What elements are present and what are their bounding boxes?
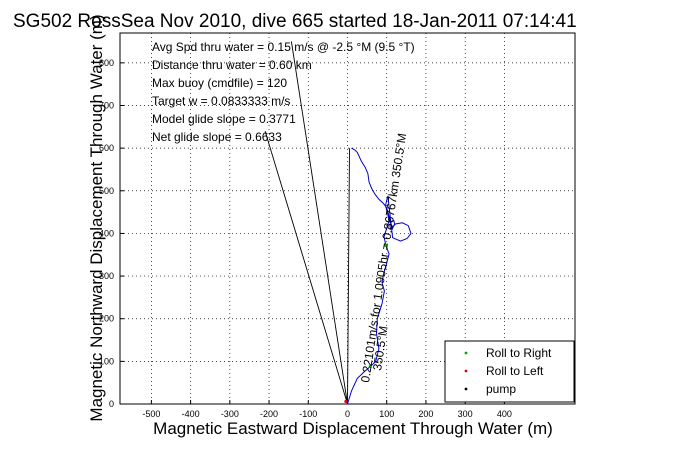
legend-marker-roll-left xyxy=(464,369,468,373)
x-tick-label: -200 xyxy=(260,409,278,419)
y-tick-label: 400 xyxy=(99,228,114,238)
chart-series xyxy=(264,41,412,405)
y-tick-label: 0 xyxy=(109,399,114,409)
y-tick-label: 700 xyxy=(99,100,114,110)
x-tick-label: -300 xyxy=(221,409,239,419)
annotation-avg-speed: Avg Spd thru water = 0.15 m/s @ -2.5 °M … xyxy=(152,40,415,54)
legend-marker-pump xyxy=(464,387,468,391)
annotation-target-w: Target w = 0.0833333 m/s xyxy=(152,94,290,108)
legend-label-pump: pump xyxy=(486,382,516,396)
annotation-net-glide: Net glide slope = 0.6633 xyxy=(152,130,282,144)
legend-label-roll-left: Roll to Left xyxy=(486,364,544,378)
vector-heading-label: 350.5°M xyxy=(370,325,390,371)
y-tick-label: 600 xyxy=(99,143,114,153)
y-tick-label: 800 xyxy=(99,58,114,68)
annotation-model-glide: Model glide slope = 0.3771 xyxy=(152,112,296,126)
x-tick-label: 200 xyxy=(418,409,433,419)
roll-left-marker xyxy=(344,399,348,404)
x-tick-label: -500 xyxy=(142,409,160,419)
y-tick-labels: 0 100 200 300 400 500 600 700 800 xyxy=(99,58,114,409)
dive-track-line xyxy=(347,147,412,405)
legend-marker-roll-right xyxy=(464,351,468,355)
stats-annotations: Avg Spd thru water = 0.15 m/s @ -2.5 °M … xyxy=(152,40,415,144)
x-tick-label: -400 xyxy=(182,409,200,419)
x-axis-label: Magnetic Eastward Displacement Through W… xyxy=(153,419,553,438)
y-tick-label: 500 xyxy=(99,186,114,196)
x-tick-label: 300 xyxy=(458,409,473,419)
net-displacement-vector-line xyxy=(264,130,348,405)
x-tick-label: 400 xyxy=(497,409,512,419)
heading-vector-line xyxy=(290,41,348,405)
x-tick-label: 100 xyxy=(379,409,394,419)
chart-title: SG502 RossSea Nov 2010, dive 665 started… xyxy=(13,11,577,32)
annotation-distance: Distance thru water = 0.60 km xyxy=(152,58,312,72)
y-tick-label: 100 xyxy=(99,356,114,366)
y-tick-label: 300 xyxy=(99,271,114,281)
legend: Roll to Right Roll to Left pump xyxy=(444,340,575,403)
roll-right-marker xyxy=(368,364,372,369)
plot-frame xyxy=(119,32,576,405)
x-tick-label: 0 xyxy=(345,409,350,419)
annotation-max-buoy: Max buoy (cmdfile) = 120 xyxy=(152,76,287,90)
y-tick-label: 200 xyxy=(99,314,114,324)
y-axis-label: Magnetic Northward Displacement Through … xyxy=(87,14,106,421)
roll-right-marker xyxy=(384,243,388,247)
current-vector-line xyxy=(347,148,350,405)
x-tick-label: -100 xyxy=(299,409,317,419)
x-tick-labels: -500 -400 -300 -200 -100 0 100 200 300 400 xyxy=(142,409,512,419)
legend-label-roll-right: Roll to Right xyxy=(486,346,552,360)
